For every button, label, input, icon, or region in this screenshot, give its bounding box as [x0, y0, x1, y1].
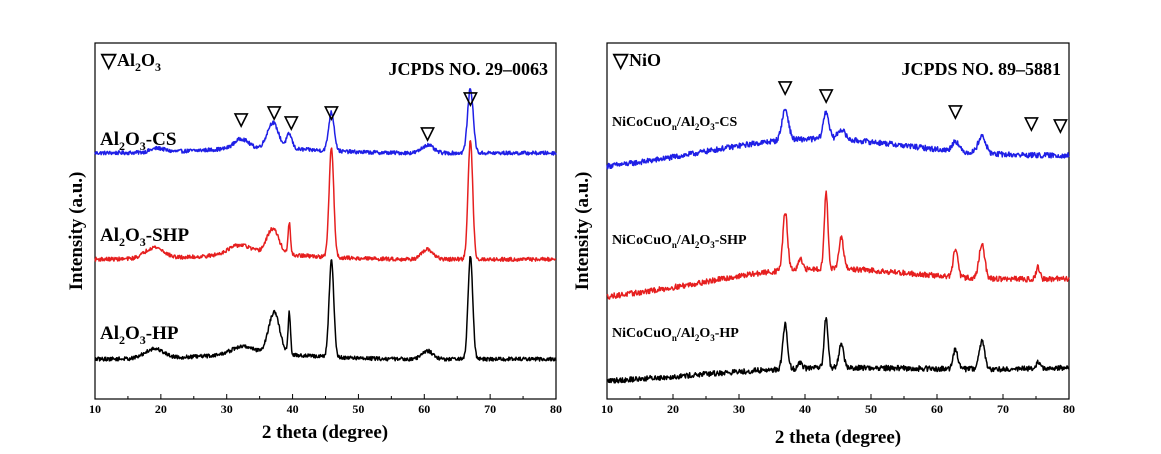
xrd-series-line: [606, 316, 1070, 384]
peak-marker-icon: ▽: [324, 102, 340, 122]
peak-marker-icon: ▽: [948, 101, 964, 121]
peak-marker-icon: ▽: [818, 85, 834, 105]
xrd-series-line: [94, 256, 557, 362]
peak-marker-icon: ▽: [1023, 113, 1039, 133]
xrd-series-line: [606, 190, 1070, 300]
x-tick-label: 20: [155, 402, 167, 416]
peak-markers: ▽ ▽ ▽ ▽▽▽: [233, 88, 478, 143]
x-tick-label: 80: [550, 402, 562, 416]
x-tick-label: 40: [287, 402, 299, 416]
phase-marker-icon: ▽: [612, 50, 629, 72]
peak-marker-icon: ▽: [462, 88, 478, 108]
y-axis-title: Intensity (a.u.): [66, 172, 87, 291]
x-tick-label: 70: [484, 402, 496, 416]
x-axis-ticks: 10 20 30 40 50 60 70 80: [89, 394, 562, 416]
phase-marker-icon: ▽: [100, 50, 117, 72]
x-tick-label: 80: [1063, 402, 1075, 416]
x-tick-label: 50: [865, 402, 877, 416]
jcpds-reference: JCPDS NO. 89–5881: [901, 59, 1061, 79]
x-tick-label: 70: [997, 402, 1009, 416]
x-axis-ticks: 10 20 30 40 50 60 70 80: [601, 394, 1075, 416]
x-tick-label: 30: [733, 402, 745, 416]
peak-marker-icon: ▽: [233, 109, 249, 129]
peak-marker-icon: ▽: [283, 112, 299, 132]
xrd-series-line: [94, 140, 557, 262]
xrd-series-line: [94, 88, 557, 156]
xrd-curves: [94, 88, 557, 362]
x-axis-title: 2 theta (degree): [262, 422, 388, 443]
sample-label-cs: NiCoCuOn/Al2O3-CS: [612, 115, 737, 132]
panel-al2o3: 10 20 30 40 50 60 70 80 ▽ ▽ ▽ ▽▽▽ ▽ Al2O3 JCPDS NO…: [66, 42, 562, 443]
sample-label-hp: Al2O3-HP: [100, 323, 179, 347]
sample-label-hp: NiCoCuOn/Al2O3-HP: [612, 326, 739, 343]
x-tick-label: 30: [221, 402, 233, 416]
x-tick-label: 10: [89, 402, 101, 416]
sample-label-shp: Al2O3-SHP: [100, 225, 189, 249]
phase-label: ▽ Al2O3: [100, 50, 161, 74]
plot-frame: [606, 42, 1070, 400]
x-tick-label: 50: [352, 402, 364, 416]
xrd-curves: [606, 108, 1070, 384]
phase-name: Al2O3: [117, 50, 161, 74]
y-axis-title: Intensity (a.u.): [572, 172, 593, 291]
xrd-series-line: [606, 108, 1070, 170]
sample-label-cs: Al2O3-CS: [100, 129, 176, 153]
x-tick-label: 60: [931, 402, 943, 416]
x-tick-label: 40: [799, 402, 811, 416]
x-tick-label: 10: [601, 402, 613, 416]
sample-label-shp: NiCoCuOn/Al2O3-SHP: [612, 233, 747, 250]
peak-marker-icon: ▽: [266, 102, 282, 122]
x-tick-label: 20: [667, 402, 679, 416]
panel-nio: 10 20 30 40 50 60 70 80 ▽ ▽ ▽ ▽ ▽ ▽ NiO JCPDS NO. 8…: [572, 42, 1075, 448]
jcpds-reference: JCPDS NO. 29–0063: [388, 59, 548, 79]
peak-marker-icon: ▽: [1052, 115, 1068, 135]
x-axis-title: 2 theta (degree): [775, 427, 901, 448]
peak-markers: ▽ ▽ ▽ ▽ ▽: [777, 77, 1068, 135]
peak-marker-icon: ▽: [777, 77, 793, 97]
phase-label: ▽ NiO: [612, 50, 661, 72]
x-tick-label: 60: [418, 402, 430, 416]
peak-marker-icon: ▽: [420, 123, 436, 143]
phase-name: NiO: [629, 50, 661, 70]
plot-frame: [94, 42, 557, 400]
